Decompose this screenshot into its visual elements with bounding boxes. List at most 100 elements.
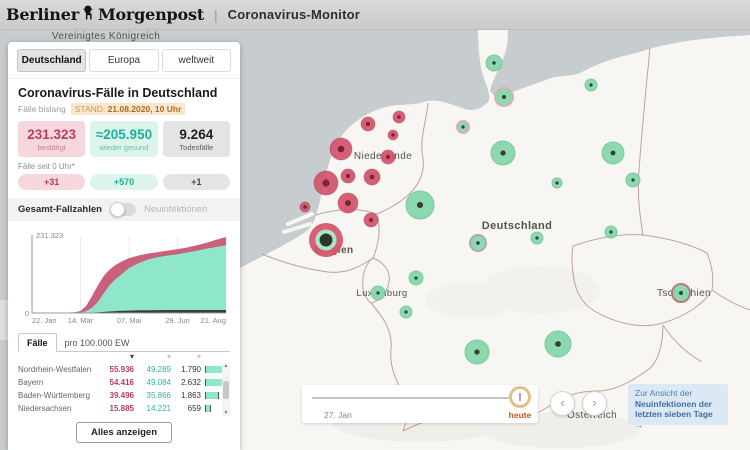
stat-label: wieder gesund	[99, 143, 149, 152]
map-bubble[interactable]	[551, 177, 563, 189]
map-bubble[interactable]	[544, 330, 572, 358]
tab-deutschland[interactable]: Deutschland	[17, 49, 87, 72]
cta-line1: Zur Ansicht der	[635, 388, 693, 398]
x-tick: 21. Aug	[201, 316, 226, 325]
map-bubble[interactable]	[584, 78, 598, 92]
new-infections-cta[interactable]: Zur Ansicht der Neuinfektionen der letzt…	[628, 384, 728, 430]
prev-day-button[interactable]: ‹	[550, 391, 575, 416]
sort-icon-deaths[interactable]: ▾	[196, 352, 201, 361]
timeline-start-label: 27. Jan	[324, 410, 352, 420]
delta-pills: +31 +570 +1	[18, 174, 230, 190]
recovered-cell: 14.221	[146, 404, 171, 413]
table-row[interactable]: Bayern 54.416 49.084 2.632	[18, 376, 225, 389]
map-bubble[interactable]	[392, 110, 406, 124]
map-bubble[interactable]	[625, 172, 641, 188]
table-row[interactable]: Baden-Württemberg 39.496 35.866 1.863	[18, 389, 221, 402]
toggle-switch[interactable]	[109, 202, 136, 217]
scroll-up-icon[interactable]: ▲	[223, 363, 229, 369]
stat-value: ≈205.950	[95, 127, 153, 142]
timeline-track[interactable]	[312, 397, 510, 399]
bear-icon	[82, 5, 95, 25]
brand-left: Berliner	[6, 5, 79, 24]
table-row[interactable]: Niedersachsen 15.885 14.221 659	[18, 402, 221, 415]
show-all-button[interactable]: Alles anzeigen	[76, 422, 172, 443]
recovered-cell: 35.866	[146, 391, 171, 400]
panel-title: Coronavirus-Fälle in Deutschland	[18, 86, 218, 100]
y-min-label: 0	[25, 309, 29, 318]
next-day-button[interactable]: ›	[582, 391, 607, 416]
map-bubble[interactable]	[490, 140, 516, 166]
sort-icon-confirmed[interactable]: ▾	[129, 352, 134, 361]
subtitle: Fälle bislang	[18, 104, 66, 114]
map-bubble[interactable]	[405, 190, 435, 220]
deaths-cell: 1.790	[180, 365, 201, 374]
map-label: Vereinigtes Königreich	[52, 31, 160, 42]
tab-weltweit[interactable]: weltweit	[161, 49, 231, 72]
map-bubble[interactable]	[313, 170, 339, 196]
recovered-cell: 49.084	[146, 378, 171, 387]
state-name: Niedersachsen	[18, 404, 72, 413]
map-bubble[interactable]	[601, 141, 625, 165]
map-bubble[interactable]	[340, 168, 356, 184]
stat-value: 9.264	[179, 127, 214, 142]
since-midnight-label: Fälle seit 0 Uhr*	[18, 162, 75, 171]
cta-line2: Neuinfektionen der	[635, 398, 712, 409]
state-name: Nordrhein-Westfalen	[18, 365, 92, 374]
chart-area-wieder-gesund	[32, 245, 226, 313]
map-bubble[interactable]	[299, 201, 311, 213]
map-bubble[interactable]	[456, 120, 470, 134]
map-bubble[interactable]	[360, 116, 376, 132]
scroll-thumb[interactable]	[223, 380, 229, 399]
map-bubble[interactable]	[464, 339, 490, 365]
confirmed-cell: 55.936	[109, 365, 134, 374]
scroll-down-icon[interactable]: ▼	[223, 410, 229, 416]
view-toggle-row: Gesamt-Fallzahlen Neuinfektionen	[8, 198, 240, 221]
timeline-today-label: heute	[508, 410, 532, 420]
bar-cell	[201, 392, 223, 399]
stat-card-wieder-gesund: ≈205.950 wieder gesund	[90, 121, 158, 157]
map-bubble[interactable]	[309, 223, 343, 257]
chart-area-Todesfälle	[32, 310, 226, 313]
timeline-handle[interactable]	[509, 386, 531, 408]
recovered-cell: 49.289	[146, 365, 171, 374]
map-bubble[interactable]	[387, 129, 399, 141]
table-scrollbar[interactable]: ▲ ▼	[222, 363, 230, 416]
timeline-panel: 27. Jan heute	[302, 385, 538, 423]
status-row: Fälle bislang STAND: 21.08.2020, 10 Uhr	[18, 103, 230, 115]
status-badge: STAND: 21.08.2020, 10 Uhr	[70, 103, 186, 115]
map-bubble[interactable]	[671, 283, 691, 303]
map-bubbles	[299, 54, 691, 365]
map-bubble[interactable]	[380, 149, 396, 165]
map-bubble[interactable]	[370, 285, 386, 301]
toggle-label-new: Neuinfektionen	[143, 204, 208, 215]
map-bubble[interactable]	[363, 168, 381, 186]
map-bubble[interactable]	[408, 270, 424, 286]
sort-icon-recovered[interactable]: ▾	[166, 352, 171, 361]
map-bubble[interactable]	[329, 137, 353, 161]
bar-cell	[201, 366, 225, 373]
tab-europa[interactable]: Europa	[89, 49, 159, 72]
table-row[interactable]: Nordrhein-Westfalen 55.936 49.289 1.790	[18, 363, 225, 376]
table-tab-fälle[interactable]: Fälle	[18, 333, 57, 352]
map-bubble[interactable]	[604, 225, 618, 239]
map-bubble[interactable]	[485, 54, 503, 72]
handle-tick	[519, 393, 521, 401]
map-bubble[interactable]	[494, 87, 514, 107]
y-max-label: 231.323	[36, 231, 63, 240]
table-tabs: Fälle pro 100.000 EW	[18, 333, 230, 352]
product-title: Coronavirus-Monitor	[227, 7, 361, 22]
map-bubble[interactable]	[363, 212, 379, 228]
toggle-knob[interactable]	[109, 202, 125, 217]
confirmed-cell: 54.416	[109, 378, 134, 387]
delta-pill: +1	[162, 174, 230, 190]
map-bubble[interactable]	[530, 231, 544, 245]
table-tab-pro-100.000-ew[interactable]: pro 100.000 EW	[64, 338, 130, 348]
confirmed-cell: 15.885	[109, 404, 134, 413]
map-bubble[interactable]	[399, 305, 413, 319]
map-bubble[interactable]	[469, 234, 487, 252]
x-tick: 14. Mär	[68, 316, 94, 325]
map-bubble[interactable]	[337, 192, 359, 214]
stat-label: bestätigt	[37, 143, 66, 152]
bar-cell	[201, 379, 225, 386]
